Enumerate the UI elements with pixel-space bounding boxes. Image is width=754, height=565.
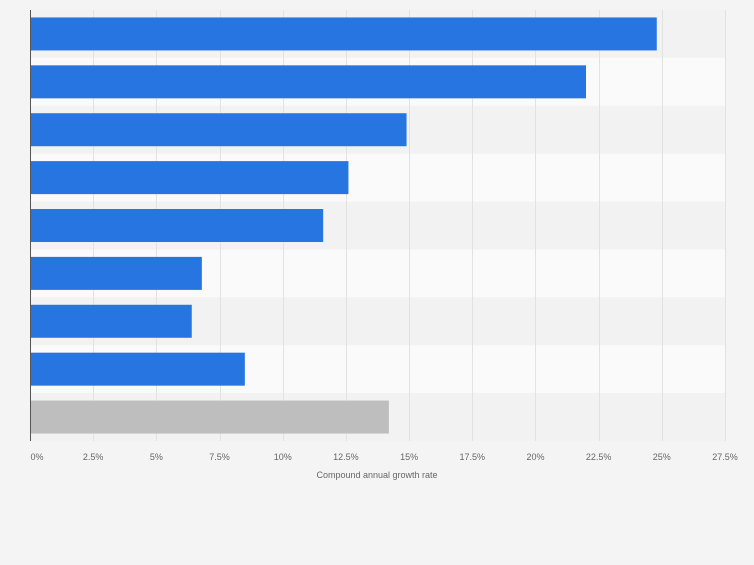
x-tick-label: 7.5% [209, 452, 230, 462]
bar[interactable] [30, 113, 407, 147]
bar[interactable] [30, 209, 324, 242]
x-tick-label: 25% [653, 452, 671, 462]
bar[interactable] [30, 17, 657, 51]
x-axis-ticks: 0% 2.5% 5% 7.5% 10% 12.5% 15% 17.5% 20% 22.5% 25% 2… [30, 452, 737, 462]
bar[interactable] [30, 65, 586, 99]
x-tick-label: 17.5% [460, 452, 486, 462]
x-tick-label: 10% [274, 452, 292, 462]
bar[interactable] [30, 400, 389, 434]
x-tick-label: 27.5% [712, 452, 738, 462]
bar[interactable] [30, 304, 192, 338]
x-tick-label: 12.5% [333, 452, 359, 462]
x-tick-label: 22.5% [586, 452, 612, 462]
x-tick-label: 5% [150, 452, 163, 462]
x-axis-title: Compound annual growth rate [316, 470, 437, 480]
x-tick-label: 2.5% [83, 452, 104, 462]
bar[interactable] [30, 352, 245, 386]
x-tick-label: 15% [400, 452, 418, 462]
bar[interactable] [30, 161, 349, 195]
x-tick-label: 20% [526, 452, 544, 462]
bar[interactable] [30, 256, 202, 290]
bars [30, 17, 657, 434]
x-tick-label: 0% [30, 452, 43, 462]
